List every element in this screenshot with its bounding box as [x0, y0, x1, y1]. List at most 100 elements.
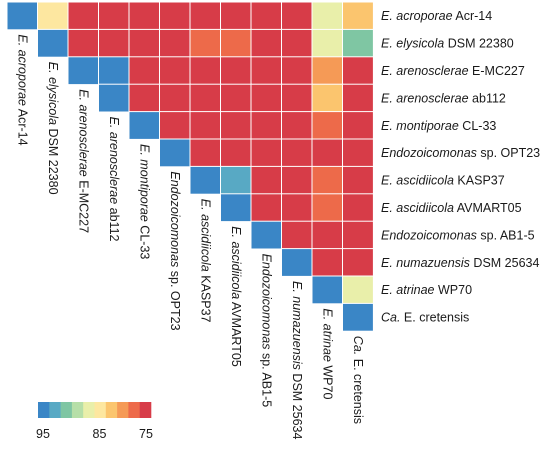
column-label-suffix-7: KASP37 — [198, 272, 212, 323]
row-label-3: E. arenosclerae E-MC227 — [381, 64, 525, 78]
row-label-suffix-9: sp. AB1-5 — [477, 228, 535, 242]
row-label-epithet-6: Endozoicomonas — [381, 146, 477, 160]
row-label-5: E. montiporae CL-33 — [381, 119, 496, 133]
heatmap-cell-r4-c4 — [98, 83, 130, 113]
heatmap-cell-r4-c11 — [311, 83, 344, 113]
heatmap-cell-r1-c8 — [220, 1, 252, 31]
heatmap-cell-r2-c6 — [159, 28, 191, 58]
heatmap-cell-r9-c12 — [342, 220, 374, 250]
heatmap-cell-r1-c1 — [6, 1, 39, 31]
heatmap-cell-r9-c11 — [311, 220, 344, 250]
row-label-suffix-2: DSM 22380 — [444, 37, 514, 51]
row-label-epithet-10: E. numazuensis — [381, 256, 470, 270]
column-label-suffix-6: sp. OPT23 — [168, 267, 182, 330]
row-label-10: E. numazuensis DSM 25634 — [381, 256, 539, 270]
heatmap-cell-r7-c8 — [220, 165, 252, 195]
heatmap-cell-r4-c5 — [128, 83, 161, 113]
column-label-suffix-2: DSM 22380 — [46, 125, 60, 195]
heatmap-cell-r2-c8 — [220, 28, 252, 58]
heatmap-cell-r1-c10 — [281, 1, 313, 31]
row-label-epithet-11: E. atrinae — [381, 283, 435, 297]
row-label-suffix-7: KASP37 — [454, 174, 505, 188]
column-label-epithet-6: Endozoicomonas — [168, 171, 182, 267]
row-label-epithet-9: Endozoicomonas — [381, 228, 477, 242]
color-legend: 95 85 75 — [36, 402, 153, 441]
heatmap-cell-r5-c9 — [250, 111, 283, 140]
column-label-epithet-8: E. ascidiicola — [229, 226, 243, 299]
heatmap-cell-r9-c9 — [250, 220, 283, 250]
column-label-8: E. ascidiicola AVMART05 — [229, 226, 243, 367]
column-label-epithet-1: E. acroporae — [15, 34, 29, 106]
heatmap-cell-r6-c12 — [342, 138, 374, 168]
heatmap-cell-r3-c5 — [128, 56, 161, 86]
column-label-epithet-10: E. numazuensis — [290, 281, 304, 370]
row-label-1: E. acroporae Acr-14 — [381, 9, 492, 23]
heatmap-cell-r10-c12 — [342, 248, 374, 277]
row-label-epithet-4: E. arenosclerae — [381, 91, 469, 105]
legend-swatch-6 — [94, 402, 107, 418]
heatmap-cell-r4-c9 — [250, 83, 283, 113]
row-label-suffix-3: E-MC227 — [469, 64, 525, 78]
heatmap-cell-r11-c11 — [311, 275, 344, 305]
heatmap-cell-r9-c10 — [281, 220, 313, 250]
heatmap-cell-r3-c6 — [159, 56, 191, 86]
legend-swatch-10 — [139, 402, 152, 418]
heatmap-cell-r11-c12 — [342, 275, 374, 305]
heatmap-cell-r5-c8 — [220, 111, 252, 140]
heatmap-cell-r7-c12 — [342, 165, 374, 195]
heatmap-cell-r1-c5 — [128, 1, 161, 31]
heatmap-cell-r4-c12 — [342, 83, 374, 113]
heatmap-cell-r1-c12 — [342, 1, 374, 31]
heatmap-cell-r7-c7 — [189, 165, 222, 195]
row-label-epithet-12: Ca. — [381, 311, 400, 325]
legend-swatch-2 — [49, 402, 61, 418]
column-label-suffix-11: WP70 — [320, 362, 334, 400]
row-label-suffix-1: Acr-14 — [453, 9, 493, 23]
heatmap-cell-r12-c12 — [342, 302, 374, 332]
heatmap-cell-r4-c10 — [281, 83, 313, 113]
heatmap-cell-r3-c7 — [189, 56, 222, 86]
heatmap-cell-r5-c12 — [342, 111, 374, 140]
column-label-12: Ca. E. cretensis — [351, 336, 365, 424]
row-label-suffix-6: sp. OPT23 — [477, 146, 540, 160]
legend-swatch-8 — [117, 402, 129, 418]
heatmap-cell-r6-c10 — [281, 138, 313, 168]
column-label-suffix-5: CL-33 — [137, 222, 151, 260]
heatmap-cell-r10-c11 — [311, 248, 344, 277]
column-label-6: Endozoicomonas sp. OPT23 — [168, 171, 182, 330]
heatmap-cell-r5-c7 — [189, 111, 222, 140]
heatmap-cell-r1-c2 — [37, 1, 69, 31]
heatmap-cell-r6-c7 — [189, 138, 222, 168]
heatmap-cell-r7-c10 — [281, 165, 313, 195]
heatmap-cell-r6-c11 — [311, 138, 344, 168]
heatmap-cell-r1-c3 — [67, 1, 100, 31]
column-label-epithet-7: E. ascidiicola — [198, 199, 212, 272]
column-label-epithet-3: E. arenosclerae — [76, 89, 90, 177]
column-labels: E. acroporae Acr-14 E. elysicola DSM 2238… — [15, 34, 365, 439]
column-label-7: E. ascidiicola KASP37 — [198, 199, 212, 323]
legend-swatch-1 — [38, 402, 50, 418]
row-labels: E. acroporae Acr-14 E. elysicola DSM 2238… — [381, 9, 540, 324]
column-label-epithet-12: Ca. — [351, 336, 365, 355]
column-label-9: Endozoicomonas sp. AB1-5 — [259, 254, 273, 408]
heatmap-cell-r1-c9 — [250, 1, 283, 31]
legend-tick-label-3: 75 — [139, 427, 153, 441]
heatmap-cell-r7-c11 — [311, 165, 344, 195]
heatmap-cell-r2-c12 — [342, 28, 374, 58]
column-label-1: E. acroporae Acr-14 — [15, 34, 29, 145]
heatmap-cell-r8-c10 — [281, 193, 313, 223]
heatmap-cell-r3-c11 — [311, 56, 344, 86]
column-label-4: E. arenosclerae ab112 — [107, 117, 121, 242]
column-label-2: E. elysicola DSM 22380 — [46, 62, 60, 195]
row-label-suffix-10: DSM 25634 — [470, 256, 540, 270]
heatmap-cell-r2-c11 — [311, 28, 344, 58]
column-label-10: E. numazuensis DSM 25634 — [290, 281, 304, 439]
column-label-epithet-11: E. atrinae — [320, 308, 334, 362]
heatmap-cell-r2-c5 — [128, 28, 161, 58]
heatmap-cell-r10-c10 — [281, 248, 313, 277]
heatmap-cell-r3-c4 — [98, 56, 130, 86]
row-label-8: E. ascidiicola AVMART05 — [381, 201, 522, 215]
heatmap-cell-r2-c9 — [250, 28, 283, 58]
